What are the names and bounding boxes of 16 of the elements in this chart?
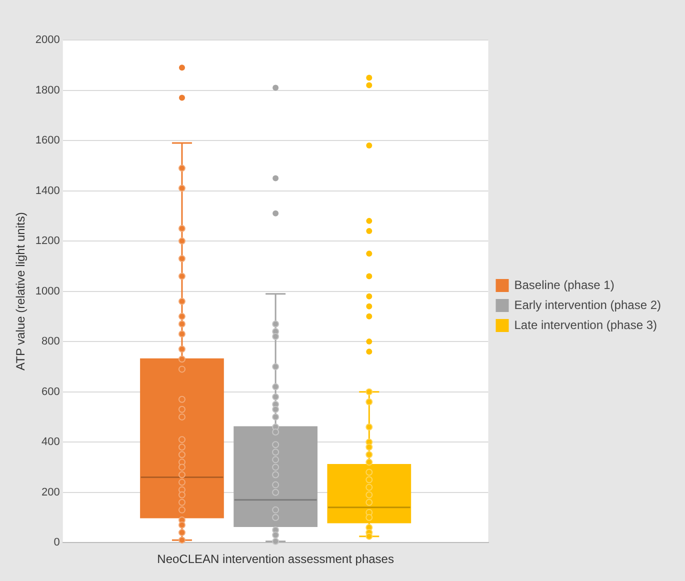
y-tick-label: 400 [42, 436, 60, 448]
y-tick-label: 1200 [35, 235, 60, 248]
y-tick-label: 2000 [35, 34, 60, 46]
y-tick-label: 200 [42, 486, 60, 498]
legend-label: Late intervention (phase 3) [514, 318, 658, 332]
legend-label: Early intervention (phase 2) [514, 298, 662, 312]
y-tick-label: 800 [42, 336, 60, 348]
y-tick-label: 0 [54, 536, 60, 549]
y-tick-label: 1000 [35, 285, 60, 298]
legend-label: Baseline (phase 1) [514, 278, 614, 292]
y-tick-label: 600 [42, 386, 60, 398]
y-axis-title: ATP value (relative light units) [14, 212, 28, 370]
y-tick-label: 1800 [35, 84, 60, 96]
x-axis-title: NeoCLEAN intervention assessment phases [157, 552, 394, 566]
y-tick-label: 1400 [35, 184, 60, 197]
y-tick-label: 1600 [35, 134, 60, 147]
